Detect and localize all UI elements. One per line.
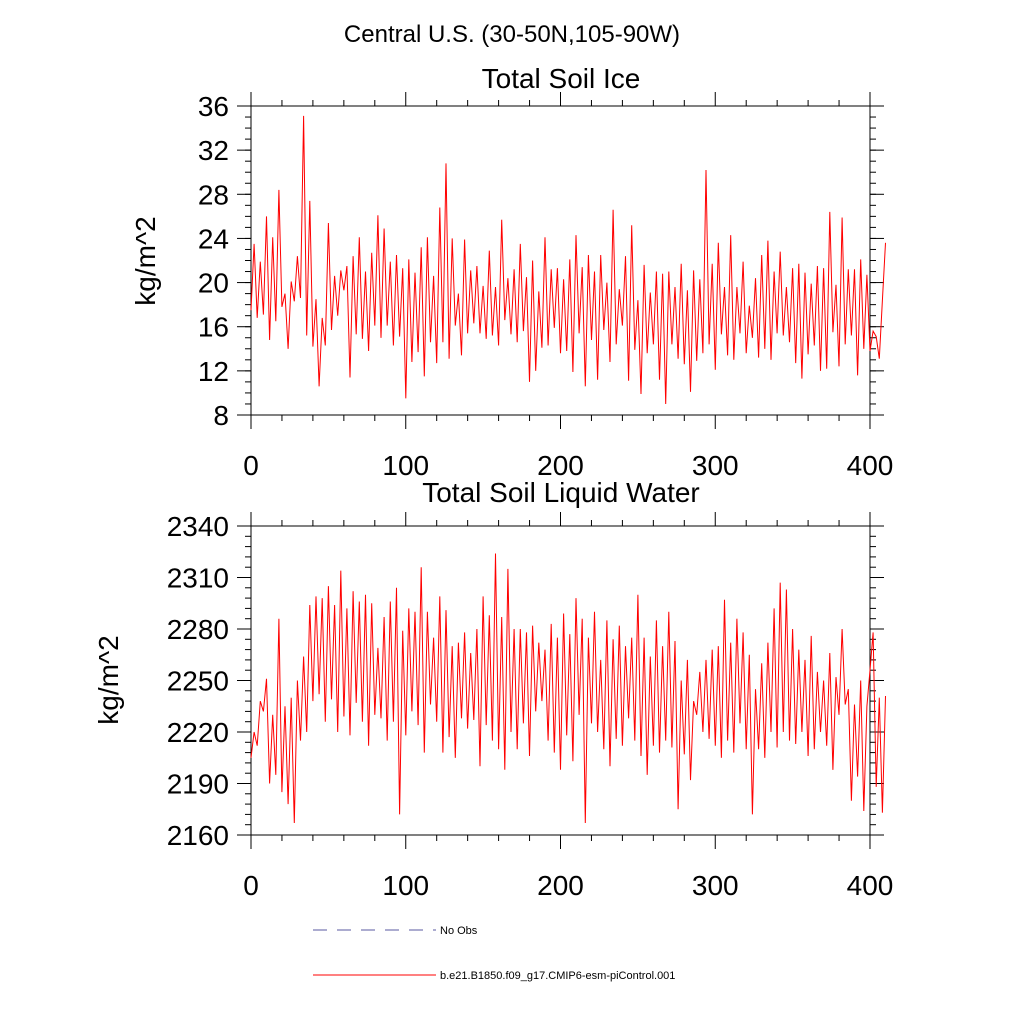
y-tick-label: 2190 [167,769,229,800]
x-tick-label: 200 [537,870,584,901]
y-tick-label: 16 [198,312,229,343]
y-tick-label: 12 [198,356,229,387]
panel-total-soil-ice: Total Soil Ice 0 100 200 300 400 8 12 16 20 24 28 3… [130,63,893,481]
y-tick-label: 2250 [167,666,229,697]
panel-1-ticks: 0 100 200 300 400 8 12 16 20 24 28 32 36 [198,91,894,481]
y-tick-label: 2340 [167,511,229,542]
y-tick-label: 2220 [167,717,229,748]
panel-2-frame [250,525,871,836]
panel-2-title: Total Soil Liquid Water [422,477,700,508]
x-tick-label: 200 [537,450,584,481]
y-tick-label: 28 [198,179,229,210]
figure-suptitle: Central U.S. (30-50N,105-90W) [344,21,680,48]
x-tick-label: 300 [692,870,739,901]
y-tick-label: 36 [198,91,229,122]
y-tick-label: 24 [198,223,229,254]
x-tick-label: 400 [847,450,894,481]
panel-2-series [250,553,886,824]
y-tick-label: 8 [213,400,229,431]
panel-2-ylabel: kg/m^2 [93,635,124,724]
y-tick-label: 20 [198,268,229,299]
x-tick-label: 0 [243,870,259,901]
x-tick-label: 100 [382,450,429,481]
x-tick-label: 300 [692,450,739,481]
panel-1-series [250,115,886,405]
x-tick-label: 0 [243,450,259,481]
y-tick-label: 2160 [167,820,229,851]
panel-1-title: Total Soil Ice [482,63,641,94]
panel-1-ylabel: kg/m^2 [130,216,161,305]
legend-obs-label: No Obs [440,925,478,937]
x-tick-label: 400 [847,870,894,901]
legend: No Obs b.e21.B1850.f09_g17.CMIP6-esm-piC… [313,925,675,982]
legend-model-label: b.e21.B1850.f09_g17.CMIP6-esm-piControl.… [440,970,675,982]
panel-2-ticks: 0 100 200 300 400 2160 2190 2220 2250 2280 2310 234… [167,511,894,901]
y-tick-label: 2310 [167,563,229,594]
y-tick-label: 32 [198,135,229,166]
panel-total-soil-liquid-water: Total Soil Liquid Water 0 100 200 300 400 216… [93,477,893,901]
x-tick-label: 100 [382,870,429,901]
panel-1-frame [250,105,871,416]
y-tick-label: 2280 [167,614,229,645]
series-line [250,553,886,824]
series-line [250,115,886,405]
